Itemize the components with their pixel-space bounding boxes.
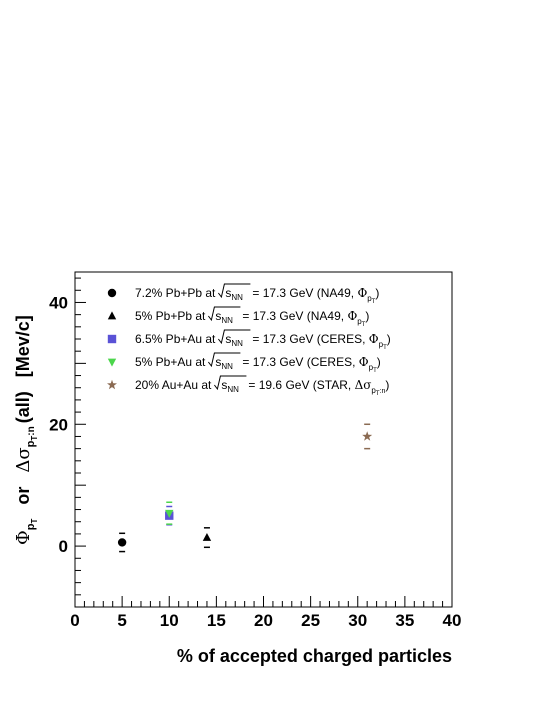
legend-entry-1: 7.2% Pb+Pb at sNN = 17.3 GeV (NA49, ΦpT): [135, 283, 379, 305]
sqrt-radical: [217, 329, 251, 345]
legend-marker-5: [107, 379, 117, 390]
x-tick-label: 30: [348, 611, 367, 630]
data-point-series-2: [202, 532, 212, 541]
legend-sqrt-label: sNN: [225, 286, 243, 302]
data-point-series-4: [165, 509, 174, 518]
x-tick-label: 15: [207, 611, 226, 630]
legend-sqrt-label: sNN: [215, 355, 233, 371]
sqrt-radical: [207, 306, 241, 322]
legend-marker-3: [107, 334, 117, 344]
legend-marker-2: [107, 311, 117, 320]
y-tick-label: 20: [49, 415, 68, 434]
x-axis-title: % of accepted charged particles: [177, 646, 452, 666]
y-axis-title: ΦpTorΔσpT:n(all)[Mev/c]: [13, 315, 39, 545]
legend-measure: = 17.3 GeV (CERES, ΦpT): [252, 332, 390, 351]
legend-marker-4: [107, 358, 117, 367]
legend-entry-4: 5% Pb+Au at sNN = 17.3 GeV (CERES, ΦpT): [135, 352, 381, 374]
legend-prefix: 7.2% Pb+Pb at: [135, 286, 216, 300]
legend-prefix: 20% Au+Au at: [135, 378, 212, 392]
x-tick-label: 25: [301, 611, 320, 630]
y-tick-label: 0: [59, 537, 68, 556]
legend-entry-3: 6.5% Pb+Au at sNN = 17.3 GeV (CERES, ΦpT): [135, 329, 391, 351]
y-tick-label: 40: [49, 293, 68, 312]
legend-marker-1: [107, 288, 117, 298]
x-tick-label: 20: [254, 611, 273, 630]
legend-prefix: 5% Pb+Pb at: [135, 309, 206, 323]
legend-prefix: 6.5% Pb+Au at: [135, 332, 216, 346]
sqrt-radical: [217, 283, 251, 299]
legend-sqrt-label: sNN: [215, 309, 233, 325]
legend-measure: = 17.3 GeV (NA49, ΦpT): [242, 309, 369, 328]
data-point-series-5: [362, 431, 373, 441]
sqrt-radical: [214, 375, 247, 391]
sqrt-radical: [207, 352, 241, 368]
x-tick-label: 0: [70, 611, 79, 630]
data-point-series-1: [117, 538, 127, 547]
x-tick-label: 35: [395, 611, 414, 630]
legend-prefix: 5% Pb+Au at: [135, 355, 206, 369]
x-tick-label: 40: [443, 611, 462, 630]
x-tick-label: 5: [117, 611, 126, 630]
legend-entry-5: 20% Au+Au at sNN = 19.6 GeV (STAR, ΔσpT:n): [135, 375, 389, 397]
x-tick-label: 10: [160, 611, 179, 630]
legend-sqrt-label: sNN: [221, 378, 239, 394]
legend-sqrt-label: sNN: [225, 332, 243, 348]
legend-measure: = 17.3 GeV (NA49, ΦpT): [252, 286, 379, 305]
legend-measure: = 17.3 GeV (CERES, ΦpT): [242, 355, 380, 374]
legend-measure: = 19.6 GeV (STAR, ΔσpT:n): [248, 378, 389, 397]
legend-entry-2: 5% Pb+Pb at sNN = 17.3 GeV (NA49, ΦpT): [135, 306, 369, 328]
